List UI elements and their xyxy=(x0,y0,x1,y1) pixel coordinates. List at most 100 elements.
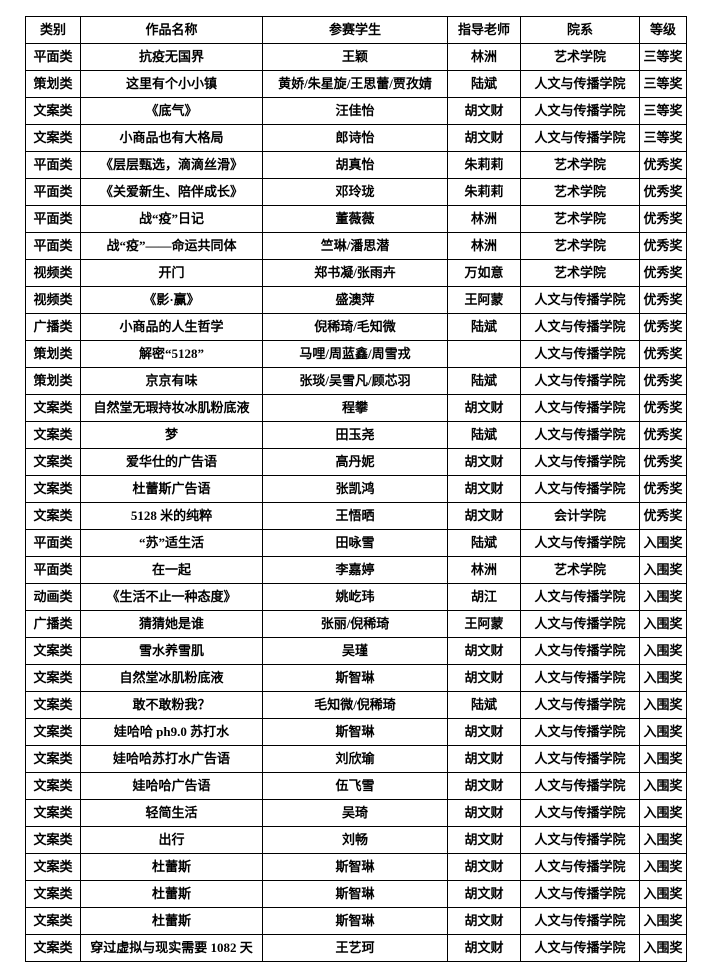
table-cell-title: 在一起 xyxy=(80,556,263,584)
table-cell-title: 开门 xyxy=(80,259,263,287)
table-cell-students: 毛知微/倪稀琦 xyxy=(262,691,448,719)
table-cell-department: 人文与传播学院 xyxy=(520,907,640,935)
table-cell-award: 入围奖 xyxy=(639,556,687,584)
column-header-students: 参赛学生 xyxy=(262,16,448,44)
table-cell-students: 李嘉婷 xyxy=(262,556,448,584)
awards-table-body: 平面类 抗疫无国界 王颖 林洲 艺术学院 三等奖 策划类 这里有个小小镇 黄娇/朱星旋/王思蕾/… xyxy=(25,43,687,962)
table-cell-students: 马哩/周蓝鑫/周雪戎 xyxy=(262,340,448,368)
table-cell-advisor: 胡江 xyxy=(447,583,521,611)
table-cell-category: 策划类 xyxy=(25,367,81,395)
table-cell-department: 人文与传播学院 xyxy=(520,448,640,476)
table-cell-award: 优秀奖 xyxy=(639,313,687,341)
table-cell-department: 艺术学院 xyxy=(520,205,640,233)
awards-table-header: 类别 作品名称 参赛学生 指导老师 院系 等级 xyxy=(25,16,687,44)
table-cell-award: 三等奖 xyxy=(639,43,687,71)
table-row: 视频类 《影·赢》 盛澳萍 王阿蒙 人文与传播学院 优秀奖 xyxy=(25,286,687,314)
table-cell-category: 文案类 xyxy=(25,637,81,665)
table-cell-title: 《生活不止一种态度》 xyxy=(80,583,263,611)
table-cell-students: 王颖 xyxy=(262,43,448,71)
table-row: 文案类梦田玉尧 陆斌 人文与传播学院 优秀奖 xyxy=(25,421,687,449)
table-cell-category: 文案类 xyxy=(25,421,81,449)
table-cell-students: 斯智琳 xyxy=(262,880,448,908)
table-cell-title: 杜蕾斯 xyxy=(80,907,263,935)
table-cell-award: 优秀奖 xyxy=(639,259,687,287)
table-cell-department: 人文与传播学院 xyxy=(520,583,640,611)
table-cell-title: 京京有味 xyxy=(80,367,263,395)
table-cell-category: 视频类 xyxy=(25,286,81,314)
table-cell-category: 平面类 xyxy=(25,205,81,233)
table-cell-department: 人文与传播学院 xyxy=(520,745,640,773)
table-cell-award: 三等奖 xyxy=(639,97,687,125)
table-cell-category: 文案类 xyxy=(25,664,81,692)
table-cell-advisor: 朱莉莉 xyxy=(447,178,521,206)
table-cell-award: 优秀奖 xyxy=(639,421,687,449)
table-row: 文案类 敢不敢粉我？ 毛知微/倪稀琦 陆斌 人文与传播学院 入围奖 xyxy=(25,691,687,719)
table-row: 视频类 开门 郑书凝/张雨卉 万如意 艺术学院 优秀奖 xyxy=(25,259,687,287)
table-cell-department: 人文与传播学院 xyxy=(520,70,640,98)
table-cell-advisor: 陆斌 xyxy=(447,367,521,395)
table-cell-award: 入围奖 xyxy=(639,907,687,935)
table-row: 文案类 杜蕾斯广告语 张凯鸿 胡文财 人文与传播学院 优秀奖 xyxy=(25,475,687,503)
table-row: 文案类 出行 刘畅 胡文财 人文与传播学院 入围奖 xyxy=(25,826,687,854)
table-row: 策划类 京京有味 张琰/吴雪凡/顾芯羽 陆斌 人文与传播学院 优秀奖 xyxy=(25,367,687,395)
table-cell-advisor xyxy=(447,340,521,368)
table-cell-title: 抗疫无国界 xyxy=(80,43,263,71)
table-cell-award: 入围奖 xyxy=(639,583,687,611)
table-cell-department: 人文与传播学院 xyxy=(520,421,640,449)
table-cell-department: 人文与传播学院 xyxy=(520,718,640,746)
table-cell-title: 猜猜她是谁 xyxy=(80,610,263,638)
table-cell-award: 优秀奖 xyxy=(639,232,687,260)
table-cell-advisor: 胡文财 xyxy=(447,799,521,827)
table-row: 文案类 杜蕾斯 斯智琳 胡文财 人文与传播学院 入围奖 xyxy=(25,880,687,908)
column-header-award: 等级 xyxy=(639,16,687,44)
table-cell-department: 人文与传播学院 xyxy=(520,394,640,422)
table-cell-category: 文案类 xyxy=(25,124,81,152)
table-cell-category: 平面类 xyxy=(25,232,81,260)
table-cell-department: 会计学院 xyxy=(520,502,640,530)
table-cell-department: 人文与传播学院 xyxy=(520,934,640,962)
table-cell-category: 文案类 xyxy=(25,502,81,530)
table-cell-award: 入围奖 xyxy=(639,853,687,881)
table-cell-award: 入围奖 xyxy=(639,745,687,773)
table-cell-category: 文案类 xyxy=(25,799,81,827)
table-row: 广播类 小商品的人生哲学 倪稀琦/毛知微 陆斌 人文与传播学院 优秀奖 xyxy=(25,313,687,341)
table-cell-students: 倪稀琦/毛知微 xyxy=(262,313,448,341)
table-cell-advisor: 林洲 xyxy=(447,43,521,71)
table-cell-advisor: 胡文财 xyxy=(447,475,521,503)
table-cell-title: 《关爱新生、陪伴成长》 xyxy=(80,178,263,206)
table-cell-category: 动画类 xyxy=(25,583,81,611)
table-cell-award: 入围奖 xyxy=(639,637,687,665)
table-cell-students: 郎诗怡 xyxy=(262,124,448,152)
table-cell-department: 人文与传播学院 xyxy=(520,610,640,638)
table-row: 文案类 自然堂冰肌粉底液 斯智琳 胡文财 人文与传播学院 入围奖 xyxy=(25,664,687,692)
table-cell-students: 郑书凝/张雨卉 xyxy=(262,259,448,287)
table-cell-category: 文案类 xyxy=(25,97,81,125)
table-cell-title: 穿过虚拟与现实需要 1082 天 xyxy=(80,934,263,962)
table-cell-category: 广播类 xyxy=(25,313,81,341)
table-cell-category: 文案类 xyxy=(25,880,81,908)
table-cell-category: 广播类 xyxy=(25,610,81,638)
table-row: 策划类 解密“5128” 马哩/周蓝鑫/周雪戎 人文与传播学院 优秀奖 xyxy=(25,340,687,368)
table-cell-students: 邓玲珑 xyxy=(262,178,448,206)
table-cell-department: 艺术学院 xyxy=(520,43,640,71)
table-cell-department: 人文与传播学院 xyxy=(520,340,640,368)
table-row: 平面类 抗疫无国界 王颖 林洲 艺术学院 三等奖 xyxy=(25,43,687,71)
table-row: 文案类 穿过虚拟与现实需要 1082 天王艺珂 胡文财 人文与传播学院 入围奖 xyxy=(25,934,687,962)
table-cell-category: 文案类 xyxy=(25,718,81,746)
table-cell-category: 平面类 xyxy=(25,43,81,71)
table-cell-category: 文案类 xyxy=(25,907,81,935)
table-cell-award: 优秀奖 xyxy=(639,502,687,530)
table-cell-title: 轻简生活 xyxy=(80,799,263,827)
table-cell-advisor: 胡文财 xyxy=(447,853,521,881)
table-cell-advisor: 林洲 xyxy=(447,232,521,260)
table-cell-title: 杜蕾斯 xyxy=(80,880,263,908)
table-cell-department: 人文与传播学院 xyxy=(520,826,640,854)
table-cell-award: 入围奖 xyxy=(639,826,687,854)
table-cell-students: 田玉尧 xyxy=(262,421,448,449)
table-cell-title: 解密“5128” xyxy=(80,340,263,368)
table-cell-award: 优秀奖 xyxy=(639,448,687,476)
table-cell-students: 斯智琳 xyxy=(262,664,448,692)
table-row: 文案类 雪水养雪肌 吴瑾 胡文财 人文与传播学院 入围奖 xyxy=(25,637,687,665)
table-cell-award: 三等奖 xyxy=(639,70,687,98)
table-cell-category: 平面类 xyxy=(25,151,81,179)
